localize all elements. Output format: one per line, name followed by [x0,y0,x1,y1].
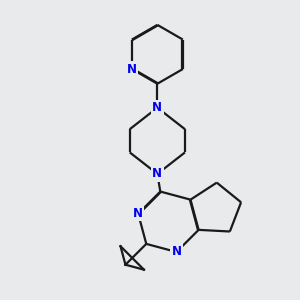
Text: N: N [127,62,137,76]
Text: N: N [152,101,162,114]
Text: N: N [172,245,182,259]
Text: N: N [133,207,143,220]
Text: N: N [152,167,162,180]
